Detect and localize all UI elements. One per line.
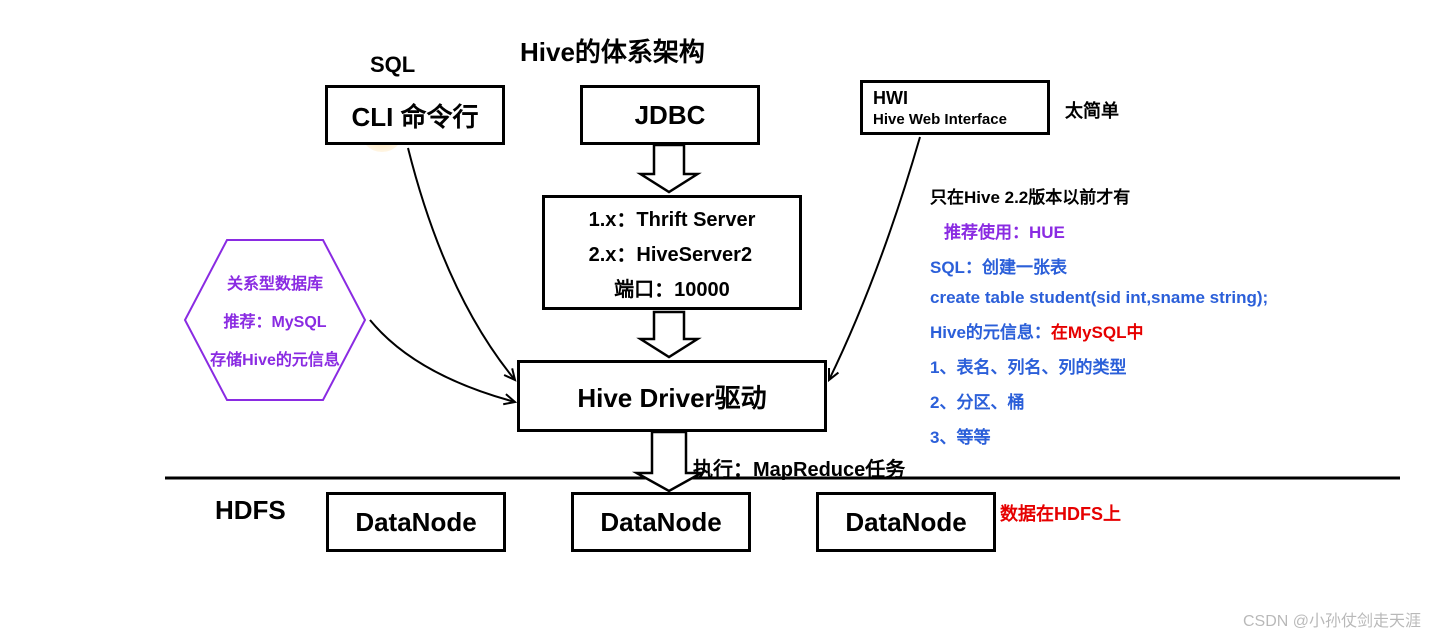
sql-label: SQL [370,52,415,78]
server-box: 1.x：Thrift Server2.x：HiveServer2端口：10000 [542,195,802,310]
datanode-text: DataNode [845,507,966,538]
jdbc-text: JDBC [635,100,706,131]
cli-box: CLI 命令行 [325,85,505,145]
side-notes: 只在Hive 2.2版本以前才有推荐使用：HUESQL：创建一张表create … [930,183,1268,448]
driver-box: Hive Driver驱动 [517,360,827,432]
hwi-box: HWI Hive Web Interface [860,80,1050,135]
datanode-note: 数据在HDFS上 [1000,500,1121,526]
hexagon-text: 关系型数据库推荐：MySQL存储Hive的元信息 [180,235,370,405]
datanode-box-1: DataNode [326,492,506,552]
hwi-title: HWI [873,88,908,109]
watermark: CSDN @小孙仗剑走天涯 [1243,607,1421,631]
datanode-box-3: DataNode [816,492,996,552]
metadata-hexagon: 关系型数据库推荐：MySQL存储Hive的元信息 [180,235,370,405]
hwi-note: 太简单 [1065,97,1119,123]
hwi-subtitle: Hive Web Interface [873,111,1007,128]
datanode-text: DataNode [600,507,721,538]
datanode-text: DataNode [355,507,476,538]
datanode-box-2: DataNode [571,492,751,552]
hdfs-label: HDFS [215,495,286,526]
driver-text: Hive Driver驱动 [577,378,766,415]
hive-architecture-diagram: Hive的体系架构 SQL CLI 命令行 JDBC HWI Hive Web … [0,0,1439,637]
cli-text: CLI 命令行 [351,97,478,134]
jdbc-box: JDBC [580,85,760,145]
server-lines: 1.x：Thrift Server2.x：HiveServer2端口：10000 [575,203,770,302]
diagram-title: Hive的体系架构 [520,32,705,69]
exec-label: 执行：MapReduce任务 [693,453,905,482]
